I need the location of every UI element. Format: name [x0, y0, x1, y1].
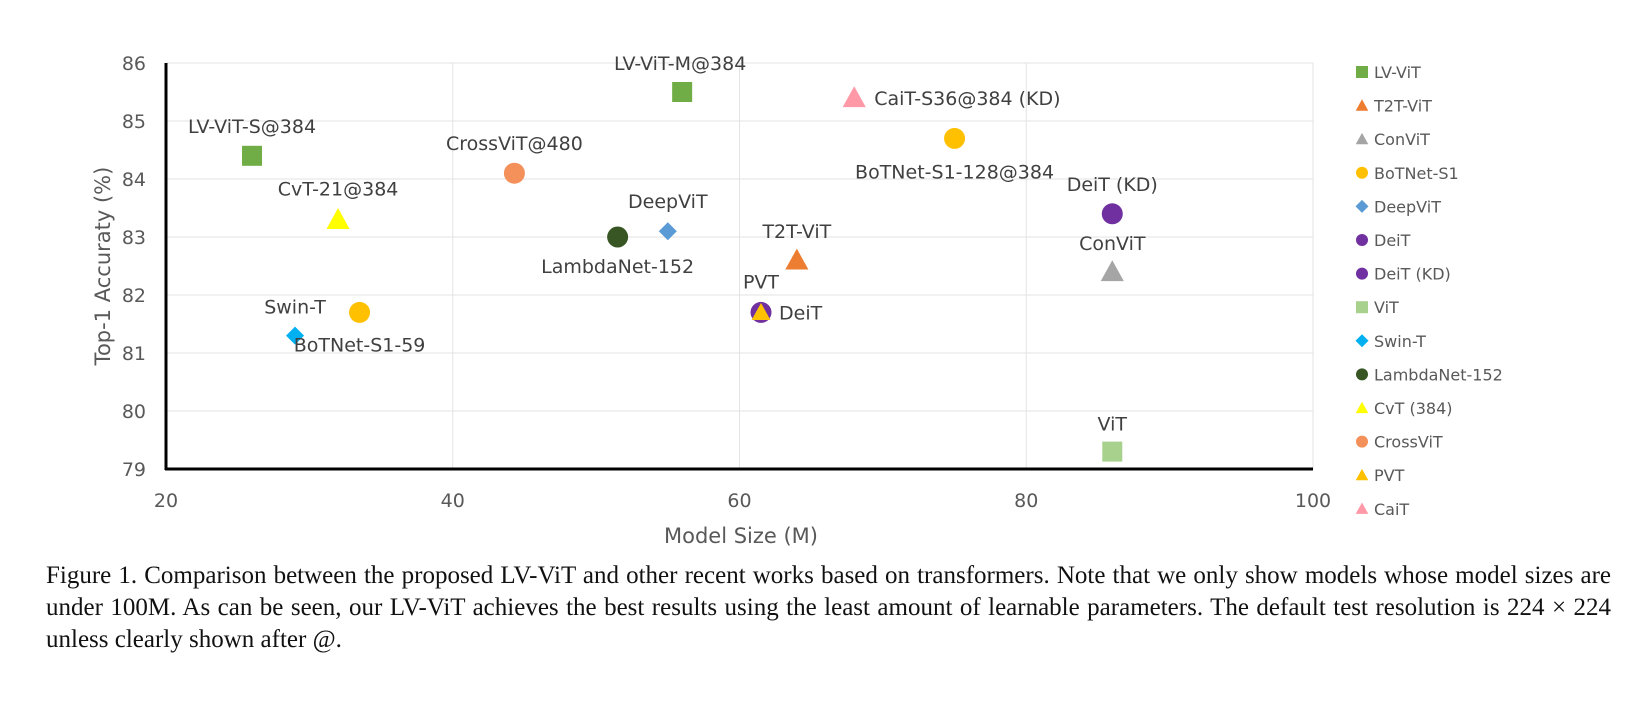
point-t2t-vit [785, 248, 809, 270]
legend-item: CrossViT [1356, 433, 1443, 452]
legend-item: BoTNet-S1 [1356, 164, 1459, 183]
point-crossvit [503, 162, 525, 184]
legend-item: DeepViT [1355, 197, 1441, 216]
x-tick-label: 20 [154, 490, 178, 512]
point-lv-vit [672, 82, 693, 102]
point-cvt-384- [326, 208, 350, 229]
scatter-chart: 79 80 81 82 83 84 85 86 20 40 60 80 100 Model Size (… [91, 53, 1503, 548]
point-lv-vit [242, 145, 263, 166]
legend-marker [1356, 166, 1368, 179]
legend-label: BoTNet-S1 [1374, 164, 1459, 183]
y-tick-label: 83 [122, 227, 146, 249]
point-label: PVT [743, 271, 779, 293]
legend-marker [1356, 66, 1368, 78]
x-tick-label: 80 [1014, 490, 1038, 512]
legend-label: DeepViT [1374, 197, 1441, 216]
point-label: CvT-21@384 [278, 179, 399, 201]
legend-label: ConViT [1374, 130, 1430, 149]
legend-item: CvT (384) [1355, 399, 1453, 418]
axes [164, 63, 1313, 471]
legend: LV-ViT T2T-ViT ConViT BoTNet-S1 DeepViT DeiT D… [1355, 63, 1503, 519]
point-label: BoTNet-S1-59 [294, 334, 426, 356]
legend-item: ConViT [1355, 130, 1430, 149]
point-label: CaiT-S36@384 (KD) [874, 88, 1060, 110]
point-label: DeepViT [628, 191, 708, 213]
point-deepvit [658, 222, 677, 241]
legend-marker [1356, 368, 1368, 381]
legend-marker [1355, 199, 1369, 213]
point-label: T2T-ViT [761, 221, 831, 243]
legend-marker [1356, 301, 1368, 314]
legend-item: ViT [1356, 298, 1399, 317]
point-label: Swin-T [264, 297, 326, 319]
point-label: LV-ViT-M@384 [614, 53, 746, 75]
legend-label: CaiT [1374, 500, 1409, 519]
point-vit [1102, 441, 1123, 462]
data-points [242, 82, 1124, 462]
y-axis-label: Top-1 Accuraty (%) [91, 167, 115, 367]
legend-label: DeiT [1374, 231, 1411, 250]
legend-label: ViT [1374, 298, 1399, 317]
legend-marker [1356, 435, 1368, 448]
legend-marker [1355, 334, 1369, 348]
point-label: ViT [1098, 414, 1128, 436]
legend-marker [1355, 99, 1369, 111]
y-tick-label: 84 [122, 169, 146, 191]
point-labels: LV-ViT-S@384 LV-ViT-M@384 T2T-ViT ConViT BoT… [188, 53, 1158, 436]
point-label: LambdaNet-152 [541, 256, 694, 278]
legend-marker [1356, 267, 1368, 280]
point-swin-t [286, 326, 305, 345]
legend-item: LambdaNet-152 [1356, 365, 1503, 384]
legend-label: PVT [1374, 466, 1405, 485]
x-tick-label: 60 [727, 490, 751, 512]
y-tick-label: 82 [122, 285, 146, 307]
point-label: CrossViT@480 [446, 133, 583, 155]
legend-marker [1356, 234, 1368, 246]
point-pvt [751, 302, 771, 321]
legend-label: LV-ViT [1374, 63, 1421, 82]
point-label: LV-ViT-S@384 [188, 116, 316, 138]
y-tick-label: 80 [122, 401, 146, 423]
legend-label: DeiT (KD) [1374, 265, 1451, 284]
legend-label: CrossViT [1374, 433, 1443, 452]
legend-item: PVT [1355, 466, 1405, 485]
legend-item: T2T-ViT [1355, 97, 1432, 116]
point-convit [1100, 260, 1124, 282]
point-label: BoTNet-S1-128@384 [855, 161, 1054, 183]
legend-item: CaiT [1355, 500, 1409, 519]
y-tick-label: 85 [122, 111, 146, 133]
legend-label: CvT (384) [1374, 399, 1453, 418]
x-axis-label: Model Size (M) [664, 524, 818, 548]
point-label: DeiT (KD) [1067, 174, 1158, 196]
point-botnet-s1 [944, 127, 966, 149]
point-deit-kd- [1101, 203, 1123, 225]
point-label: DeiT [779, 302, 823, 324]
point-lambdanet-152 [607, 226, 629, 248]
y-tick-label: 81 [122, 343, 146, 365]
legend-item: DeiT (KD) [1356, 265, 1451, 284]
legend-label: Swin-T [1374, 332, 1426, 351]
legend-item: LV-ViT [1356, 63, 1421, 82]
legend-label: LambdaNet-152 [1374, 365, 1503, 384]
legend-marker [1355, 132, 1369, 145]
point-label: ConViT [1079, 233, 1146, 255]
y-tick-label: 79 [122, 459, 146, 481]
figure-caption: Figure 1. Comparison between the propose… [46, 562, 1611, 653]
point-botnet-s1 [349, 301, 371, 323]
legend-marker [1355, 502, 1369, 514]
legend-marker [1355, 468, 1369, 481]
grid-lines [166, 62, 1314, 469]
legend-item: Swin-T [1355, 332, 1426, 351]
x-tick-label: 40 [441, 490, 465, 512]
legend-marker [1355, 401, 1369, 414]
y-tick-label: 86 [122, 53, 146, 75]
legend-item: DeiT [1356, 231, 1411, 250]
tick-labels: 79 80 81 82 83 84 85 86 20 40 60 80 100 [122, 53, 1331, 512]
legend-label: T2T-ViT [1373, 97, 1432, 116]
x-tick-label: 100 [1295, 490, 1331, 512]
point-cait [842, 86, 866, 108]
